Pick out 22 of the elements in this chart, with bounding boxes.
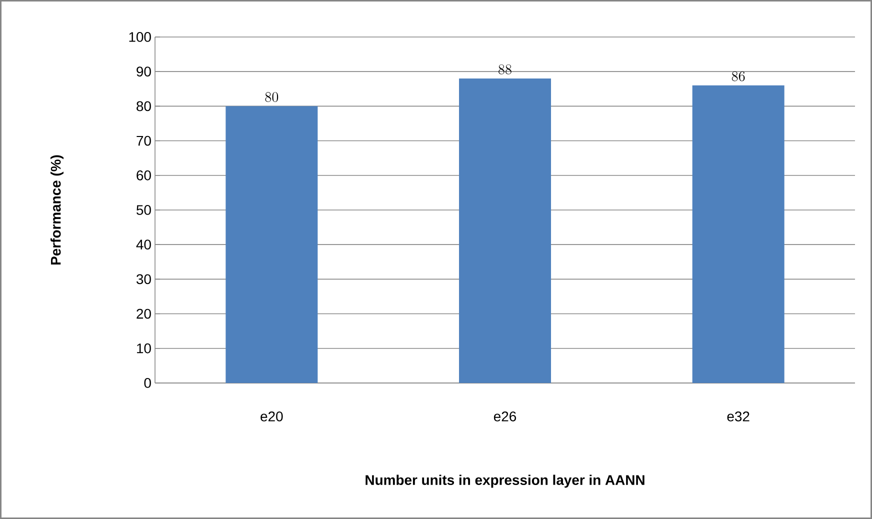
x-tick-label: e20 xyxy=(260,411,283,422)
y-tick-label: 40 xyxy=(136,240,151,250)
x-axis-title: Number units in expression layer in AANN xyxy=(366,474,644,488)
y-tick-label: 60 xyxy=(136,170,151,180)
y-axis-title: Performance (%) xyxy=(50,155,64,264)
y-tick-label: 0 xyxy=(144,378,151,388)
bar xyxy=(692,85,784,383)
y-tick-label: 100 xyxy=(129,32,151,42)
x-tick-label: e32 xyxy=(727,411,750,422)
y-tick-label: 80 xyxy=(136,101,151,112)
y-tick-label: 10 xyxy=(137,343,151,354)
bar xyxy=(459,78,552,383)
y-tick-label: 30 xyxy=(136,274,151,284)
y-tick-label: 70 xyxy=(136,136,151,146)
bar xyxy=(226,106,318,383)
data-label: 88 xyxy=(498,64,512,74)
y-tick-label: 50 xyxy=(136,205,151,215)
x-tick-label: e26 xyxy=(494,411,516,422)
y-tick-label: 90 xyxy=(136,66,151,77)
data-label: 80 xyxy=(265,92,278,102)
data-label: 86 xyxy=(732,71,745,82)
y-tick-label: 20 xyxy=(136,308,151,319)
